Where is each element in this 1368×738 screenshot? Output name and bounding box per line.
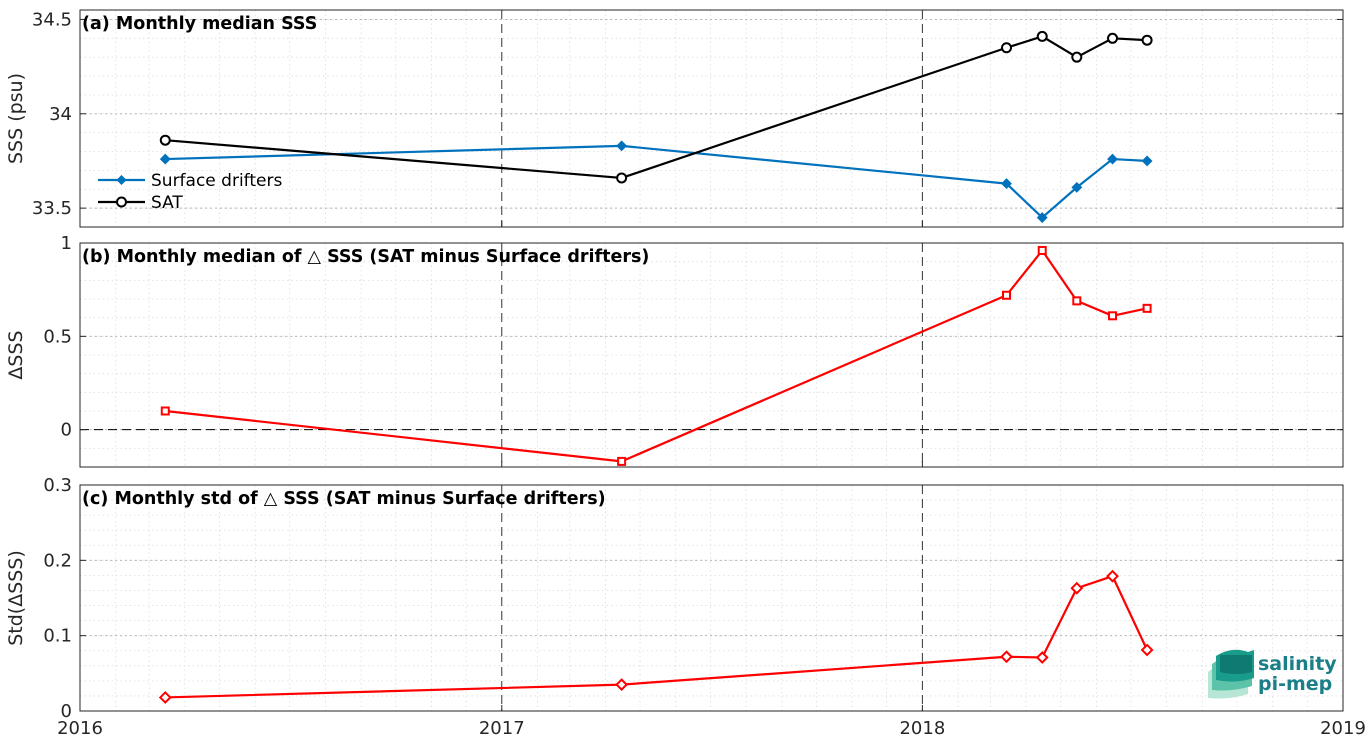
panel-c: 0 0.1 0.2 0.3 2016 2017 2018 2019 Std(ΔSSS) (c) M…: [5, 475, 1366, 738]
data-point: [1036, 212, 1048, 223]
logo-line1: salinity: [1258, 653, 1337, 675]
data-point: [1142, 303, 1152, 313]
y-axis-title: SSS (psu): [5, 73, 27, 164]
panel-title: (c) Monthly std of △ SSS (SAT minus Surf…: [82, 489, 606, 509]
data-point: [1071, 181, 1083, 193]
grid-lines: [80, 10, 1343, 228]
y-tick-label: 0: [61, 701, 72, 722]
data-point: [160, 406, 170, 416]
data-point: [1000, 650, 1013, 664]
y-tick-label: 0: [61, 420, 72, 441]
data-point: [1106, 569, 1119, 583]
data-point: [616, 172, 628, 184]
panel-b: 0 0.5 1 ΔSSS (b) Monthly median of △ SSS (SA…: [5, 233, 1344, 468]
data-point: [159, 134, 171, 146]
panel-title: (b) Monthly median of △ SSS (SAT minus S…: [82, 247, 649, 267]
x-tick-label: 2019: [1320, 718, 1366, 738]
data-point: [1107, 153, 1118, 165]
data-point: [1072, 296, 1082, 306]
data-point: [1108, 311, 1118, 321]
y-tick-label: 33.5: [32, 198, 72, 219]
y-tick-label: 34.5: [32, 9, 72, 30]
plot-frame: [79, 9, 1344, 228]
y-tick-label: 0.5: [43, 326, 72, 347]
series-surface-drifters: [159, 140, 1153, 223]
series-delta-1: [160, 245, 1152, 466]
legend-marker: [116, 174, 127, 186]
data-point: [1141, 155, 1153, 167]
y-tick-label: 34: [49, 104, 72, 125]
data-point: [1140, 643, 1154, 657]
logo-waves-icon: [1208, 649, 1254, 699]
plot-frame: [79, 484, 1344, 712]
legend-label: SAT: [151, 193, 183, 213]
data-point: [1037, 245, 1047, 255]
data-point: [1071, 51, 1083, 63]
data-point: [615, 678, 629, 692]
data-point: [1107, 32, 1119, 44]
data-point: [616, 140, 628, 152]
y-tick-label: 1: [61, 233, 72, 254]
legend-marker: [116, 196, 127, 208]
legend-label: Surface drifters: [151, 171, 282, 191]
y-tick-label: 0.1: [43, 626, 72, 647]
series-sat: [159, 30, 1153, 184]
plot-area: [80, 485, 1343, 711]
panel-title: (a) Monthly median SSS: [82, 14, 317, 34]
plot-frame: [79, 242, 1344, 468]
y-axis-title: ΔSSS: [5, 330, 27, 379]
data-point: [159, 153, 171, 165]
data-point: [1035, 651, 1049, 664]
data-point: [1036, 30, 1048, 42]
data-point: [617, 456, 627, 466]
data-point: [158, 691, 172, 704]
salinity-pi-mep-logo: salinity pi-mep: [1208, 649, 1337, 699]
data-point: [1001, 42, 1013, 54]
x-tick-label: 2017: [479, 718, 525, 738]
data-point: [1070, 581, 1084, 595]
data-point: [1001, 178, 1012, 190]
y-axis-title: Std(ΔSSS): [5, 550, 27, 646]
x-tick-label: 2018: [899, 718, 945, 738]
y-tick-label: 0.2: [43, 550, 72, 571]
y-tick-label: 0.3: [43, 475, 72, 496]
data-point: [1141, 34, 1153, 46]
logo-line2: pi-mep: [1258, 673, 1332, 695]
data-point: [1002, 290, 1012, 300]
x-tick-label: 2016: [57, 718, 103, 738]
series-delta-2: [158, 569, 1154, 704]
plot-area: [80, 10, 1343, 227]
